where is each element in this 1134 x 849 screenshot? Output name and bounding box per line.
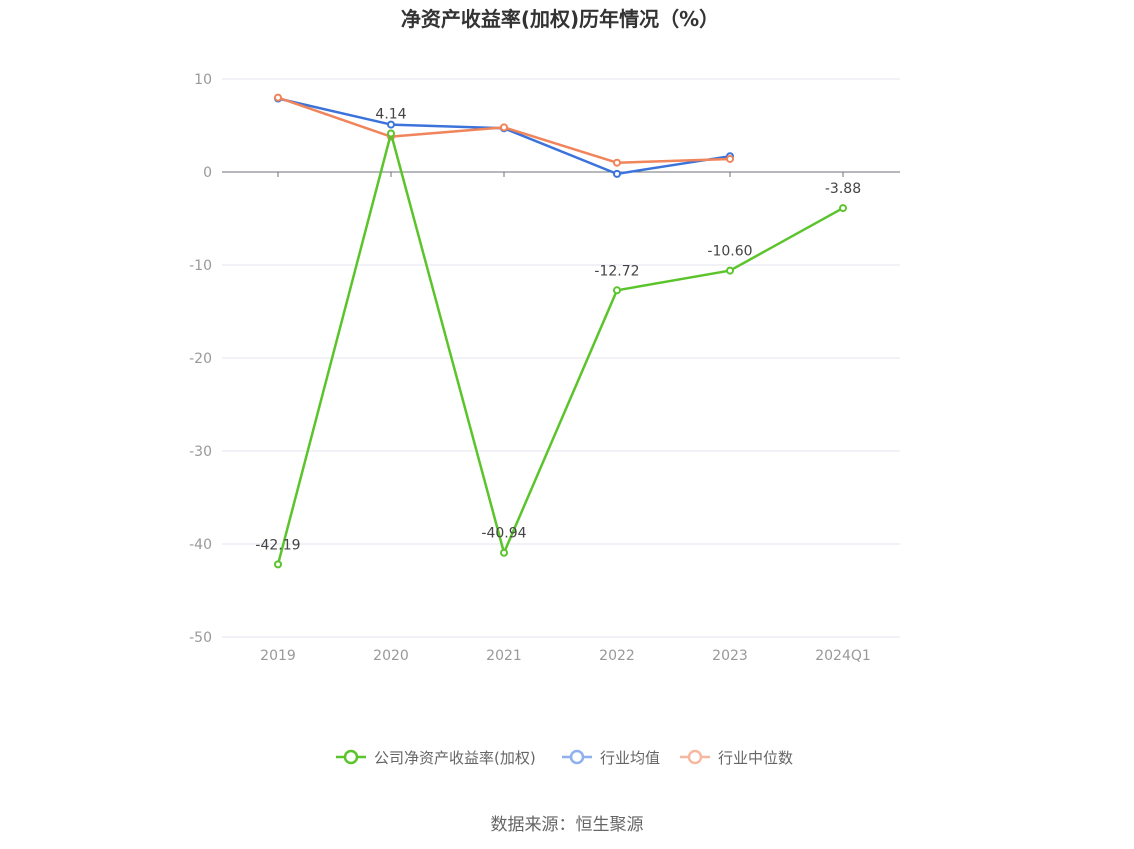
x-tick-label: 2021 — [486, 648, 522, 664]
legend-swatch-marker — [343, 749, 359, 765]
legend: 公司净资产收益率(加权) 行业均值 行业中位数 — [336, 749, 793, 767]
legend-label: 行业中位数 — [718, 749, 793, 767]
data-point — [274, 93, 282, 102]
x-tick-label: 2020 — [373, 648, 409, 664]
data-point — [726, 154, 734, 163]
data-point — [613, 169, 621, 178]
data-point — [274, 560, 282, 569]
plot-series — [274, 93, 847, 569]
data-label: -12.72 — [594, 263, 639, 279]
data-label: 4.14 — [375, 106, 406, 122]
data-point — [500, 548, 508, 557]
data-point — [613, 158, 621, 167]
legend-label: 公司净资产收益率(加权) — [374, 749, 536, 767]
legend-swatch-marker — [569, 749, 585, 765]
y-tick-label: -30 — [189, 444, 212, 460]
data-label: -3.88 — [825, 181, 861, 197]
data-point — [387, 120, 395, 129]
chart-title: 净资产收益率(加权)历年情况（%） — [401, 7, 719, 31]
legend-swatch-marker — [687, 749, 703, 765]
y-tick-label: 0 — [203, 165, 212, 181]
data-label: -42.19 — [255, 537, 300, 553]
y-tick-label: -10 — [189, 258, 212, 274]
y-tick-label: -50 — [189, 630, 212, 646]
data-point — [726, 266, 734, 275]
x-tick-label: 2023 — [712, 648, 748, 664]
data-label: -10.60 — [707, 244, 752, 260]
x-tick-label: 2024Q1 — [815, 648, 871, 664]
legend-label: 行业均值 — [600, 749, 660, 767]
y-tick-label: -20 — [189, 351, 212, 367]
x-tick-label: 2022 — [599, 648, 635, 664]
y-tick-label: -40 — [189, 537, 212, 553]
series-line — [277, 97, 731, 176]
data-label: -40.94 — [481, 526, 526, 542]
series-line — [276, 132, 844, 565]
data-point — [839, 204, 847, 213]
grid-lines — [222, 78, 900, 638]
data-point — [387, 129, 395, 138]
axes: 10 0 -10 -20 -30 -40 -50 2019 2020 2021 2022 2023 20… — [189, 72, 900, 664]
data-point — [613, 286, 621, 295]
data-point — [500, 123, 508, 132]
data-labels: -42.19 4.14 -40.94 -12.72 -10.60 -3.88 — [255, 106, 861, 553]
y-tick-label: 10 — [194, 72, 212, 88]
source-note: 数据来源：恒生聚源 — [491, 815, 644, 835]
x-tick-label: 2019 — [260, 648, 296, 664]
